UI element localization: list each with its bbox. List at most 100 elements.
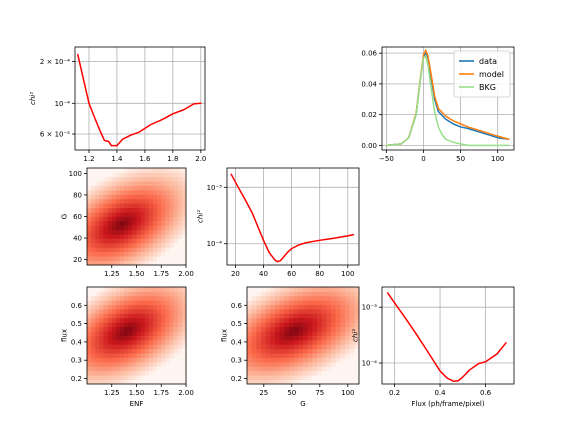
heatmap-cell [169, 313, 175, 319]
heatmap-cell [132, 353, 137, 358]
heatmap-cell [87, 348, 92, 354]
heatmap-cell [256, 366, 262, 372]
heatmap-cell [307, 344, 313, 350]
heatmap-cell [279, 326, 285, 332]
heatmap-cell [124, 370, 129, 376]
heatmap-cell [120, 176, 125, 182]
heatmap-cell [120, 361, 125, 367]
heatmap-cell [140, 229, 146, 235]
heatmap-cell [136, 361, 142, 367]
heatmap-cell [251, 317, 257, 323]
heatmap-cell [140, 361, 146, 367]
heatmap-cell [136, 300, 142, 306]
heatmap-cell [111, 331, 117, 336]
heatmap-cell [144, 375, 150, 380]
heatmap-cell [177, 291, 183, 297]
heatmap-cell [153, 339, 158, 345]
heatmap-cell [279, 300, 285, 306]
heatmap-cell [181, 353, 187, 358]
heatmap-cell [284, 353, 290, 358]
heatmap-cell [335, 331, 341, 336]
heatmap-cell [173, 300, 179, 306]
heatmap-cell [144, 287, 150, 292]
heatmap-cell [99, 247, 104, 253]
heatmap-cell [265, 326, 271, 332]
heatmap-cell [247, 304, 253, 310]
heatmap-cell [87, 375, 92, 380]
heatmap-cell [132, 176, 137, 182]
heatmap-cell [303, 287, 309, 292]
heatmap-cell [103, 190, 109, 195]
heatmap-cell [103, 168, 109, 173]
heatmap-cell [165, 260, 170, 266]
heatmap-cell [153, 361, 158, 367]
heatmap-cell [270, 326, 276, 332]
heatmap-cell [111, 366, 117, 372]
heatmap-cell [161, 181, 166, 187]
heatmap-cell [173, 225, 179, 231]
heatmap-cell [265, 295, 271, 301]
heatmap-cell [107, 234, 113, 239]
heatmap-cell [140, 225, 146, 231]
heatmap-cell [120, 313, 125, 319]
heatmap-cell [265, 313, 271, 319]
heatmap-cell [153, 194, 158, 200]
heatmap-cell [111, 229, 117, 235]
heatmap-cell [275, 295, 281, 301]
heatmap-cell [307, 300, 313, 306]
heatmap-cell [140, 335, 146, 341]
heatmap-cell [354, 313, 360, 319]
heatmap-cell [303, 348, 309, 354]
heatmap-cell [115, 225, 121, 231]
heatmap-cell [303, 313, 309, 319]
heatmap-cell [87, 339, 92, 345]
y-tick-label: 0.6 [71, 302, 83, 310]
heatmap-cell [99, 375, 104, 380]
axes-frame [381, 286, 515, 385]
heatmap-cell [284, 291, 290, 297]
heatmap-cell [91, 251, 96, 257]
heatmap-cell [181, 172, 187, 178]
heatmap-cell [293, 366, 299, 372]
heatmap-cell [312, 339, 318, 345]
heatmap-cell [148, 190, 154, 195]
heatmap-cell [95, 234, 100, 239]
heatmap-cell [115, 229, 121, 235]
heatmap-cell [321, 366, 327, 372]
heatmap-cell [349, 379, 355, 385]
heatmap-cell [340, 295, 346, 301]
heatmap-cell [177, 251, 183, 257]
heatmap-cell [161, 361, 166, 367]
heatmap-cell [165, 203, 170, 209]
heatmap-cell [165, 220, 170, 226]
heatmap-cell [103, 335, 109, 341]
heatmap-cell [335, 313, 341, 319]
heatmap-cell [161, 256, 166, 261]
heatmap-cell [181, 203, 187, 209]
heatmap-cell [87, 207, 92, 213]
heatmap-cell [99, 339, 104, 345]
x-tick-label: 50 [456, 155, 465, 163]
heatmap-cell [173, 317, 179, 323]
heatmap-cell [173, 220, 179, 226]
heatmap-cell [99, 168, 104, 173]
heatmap-cell [331, 331, 337, 336]
heatmap-cell [161, 322, 166, 328]
heatmap-cell [247, 331, 253, 336]
heatmap-cell [181, 207, 187, 213]
heatmap-cell [181, 326, 187, 332]
heatmap-cell [326, 291, 332, 297]
heatmap-cell [91, 185, 96, 191]
heatmap-cell [335, 309, 341, 314]
heatmap-cell [148, 313, 154, 319]
heatmap-cell [256, 348, 262, 354]
heatmap-cell [157, 366, 162, 372]
heatmap-cell [91, 326, 96, 332]
heatmap-cell [157, 190, 162, 195]
x-tick-label: 100 [341, 270, 354, 278]
series-line [230, 173, 355, 263]
heatmap-cell [115, 295, 121, 301]
heatmap-cell [345, 304, 351, 310]
heatmap-cell [177, 344, 183, 350]
heatmap-cell [279, 379, 285, 385]
